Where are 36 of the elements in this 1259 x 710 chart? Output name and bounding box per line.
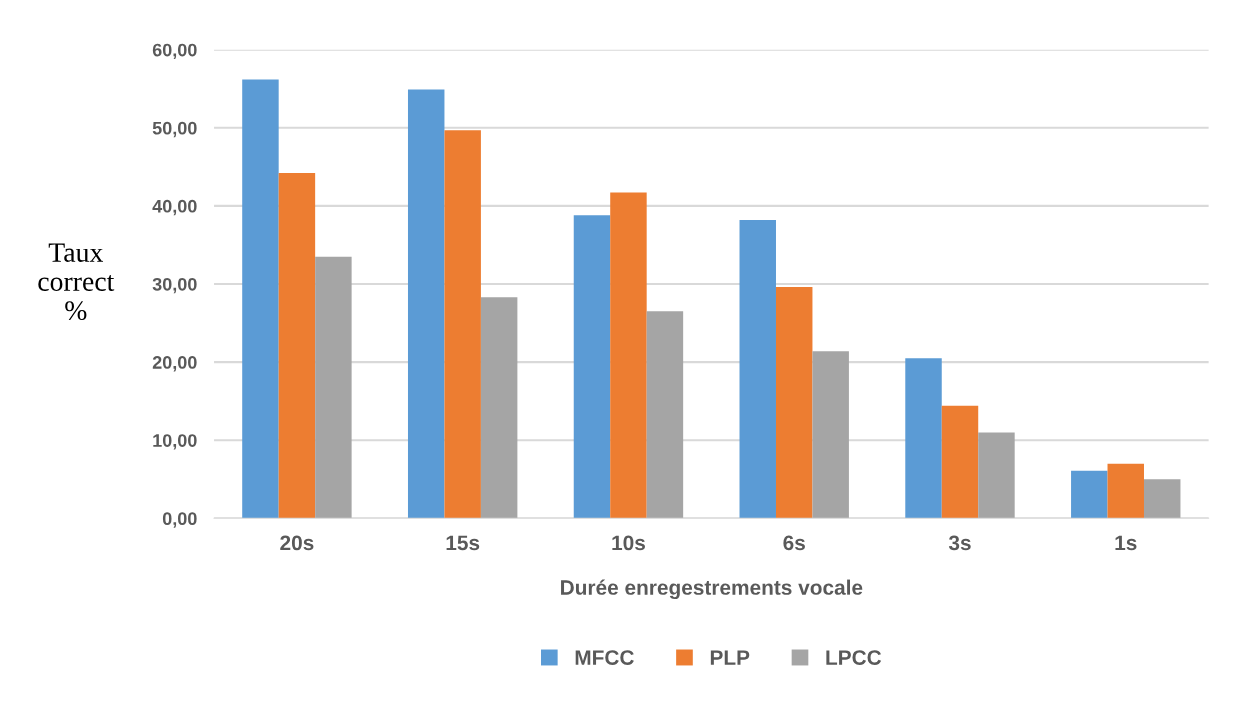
x-tick-label: 3s xyxy=(948,535,971,551)
x-axis-title: Durée enregestrements vocale xyxy=(561,579,863,600)
bar xyxy=(812,351,849,519)
x-tick-label: 20s xyxy=(280,535,314,551)
legend-label: PLP xyxy=(710,650,750,665)
x-tick-label: 1s xyxy=(1115,535,1137,551)
bar xyxy=(1071,470,1108,519)
y-tick-label: 20,00 xyxy=(152,356,197,372)
x-tick-label: 6s xyxy=(783,535,805,551)
y-tick-label: 60,00 xyxy=(152,43,197,60)
bar xyxy=(775,287,813,519)
bar xyxy=(573,215,611,519)
bar xyxy=(480,297,518,519)
bar xyxy=(444,130,481,519)
bar xyxy=(407,89,445,519)
bar xyxy=(941,405,979,519)
y-axis-title: Taux correct % xyxy=(38,243,115,321)
legend-label: MFCC xyxy=(575,650,634,665)
bar xyxy=(1107,463,1144,519)
bar xyxy=(905,358,942,519)
y-tick-label: 10,00 xyxy=(153,434,197,450)
bar xyxy=(278,173,316,519)
x-tick-label: 10s xyxy=(612,535,645,551)
bar xyxy=(610,192,647,519)
bar xyxy=(978,432,1015,519)
y-tick-label: 40,00 xyxy=(152,199,197,216)
y-tick-label: 0,00 xyxy=(162,512,197,528)
y-tick-label: 30,00 xyxy=(152,277,197,294)
legend-label: LPCC xyxy=(826,650,882,665)
bar xyxy=(739,219,776,519)
x-tick-label: 15s xyxy=(446,535,480,551)
bar xyxy=(1143,479,1181,519)
bar xyxy=(242,79,279,519)
y-tick-label: 50,00 xyxy=(152,121,197,138)
bar xyxy=(646,311,684,519)
bar xyxy=(315,256,352,519)
